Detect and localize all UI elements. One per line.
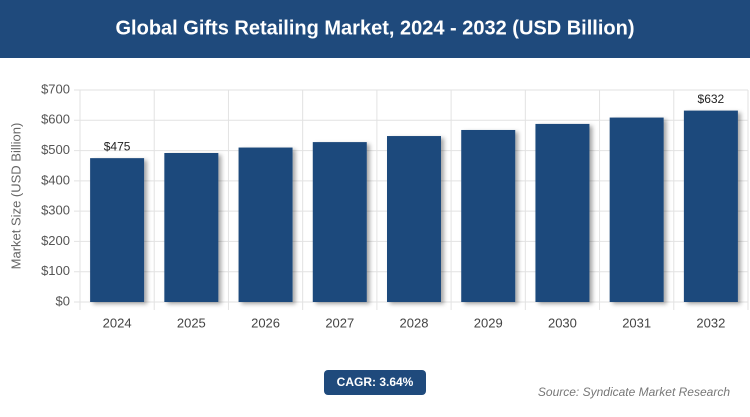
x-tick-label: 2028	[400, 315, 429, 330]
y-tick-label: $200	[41, 233, 70, 248]
y-axis-label: Market Size (USD Billion)	[8, 123, 23, 270]
y-tick-label: $400	[41, 172, 70, 187]
data-label: $632	[698, 92, 725, 106]
x-tick-label: 2032	[696, 315, 725, 330]
header-band	[0, 0, 750, 58]
bar	[535, 123, 590, 302]
bar	[461, 129, 516, 302]
y-tick-label: $600	[41, 112, 70, 127]
plot-area: $0 $100 $200 $300 $400 $500 $600 $700 2024 $475 20…	[41, 81, 749, 330]
y-tick-label: $700	[41, 81, 70, 96]
bar	[387, 136, 441, 302]
x-tick-label: 2029	[474, 315, 503, 330]
x-tick-label: 2026	[251, 315, 280, 330]
x-tick-label: 2024	[103, 315, 132, 330]
x-tick-label: 2031	[622, 315, 651, 330]
x-tick-label: 2030	[548, 315, 577, 330]
source-note: Source: Syndicate Market Research	[538, 385, 730, 399]
y-tick-label: $300	[41, 203, 70, 218]
bar	[238, 147, 293, 302]
x-tick-label: 2025	[177, 315, 206, 330]
y-tick-label: $0	[56, 293, 70, 308]
bar	[312, 142, 367, 302]
cagr-label: CAGR: 3.64%	[337, 375, 414, 389]
bar	[683, 110, 738, 302]
chart-title: Global Gifts Retailing Market, 2024 - 20…	[115, 17, 634, 39]
y-tick-label: $100	[41, 263, 70, 278]
bar	[90, 158, 145, 302]
cagr-badge	[324, 370, 426, 395]
y-tick-label: $500	[41, 142, 70, 157]
x-tick-label: 2027	[325, 315, 354, 330]
bar	[164, 152, 219, 302]
data-label: $475	[104, 139, 131, 153]
bar	[609, 117, 664, 302]
